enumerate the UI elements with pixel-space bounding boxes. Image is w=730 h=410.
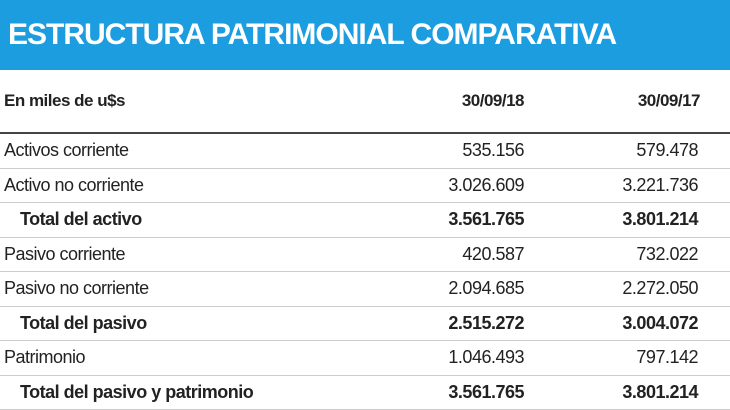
cell-value: 420.587: [400, 237, 530, 272]
row-label: Activos corriente: [0, 133, 400, 169]
cell-value: 3.801.214: [530, 375, 730, 410]
table-row: Patrimonio 1.046.493 797.142: [0, 340, 730, 376]
cell-value: 732.022: [530, 237, 730, 272]
cell-value: 3.026.609: [400, 168, 530, 203]
cell-value: 2.272.050: [530, 271, 730, 307]
column-header: En miles de u$s: [0, 70, 400, 134]
cell-value: 2.094.685: [400, 271, 530, 307]
row-label: Activo no corriente: [0, 168, 400, 203]
cell-value: 1.046.493: [400, 340, 530, 376]
cell-value: 3.561.765: [400, 202, 530, 238]
column-header: 30/09/18: [400, 70, 530, 134]
title-bar: ESTRUCTURA PATRIMONIAL COMPARATIVA: [0, 0, 730, 70]
column-header: 30/09/17: [530, 70, 730, 134]
cell-value: 3.004.072: [530, 306, 730, 341]
table: En miles de u$s 30/09/18 30/09/17 Activo…: [0, 70, 730, 410]
cell-value: 797.142: [530, 340, 730, 376]
title: ESTRUCTURA PATRIMONIAL COMPARATIVA: [8, 18, 617, 51]
header-row: En miles de u$s 30/09/18 30/09/17: [0, 70, 730, 134]
table-row: Total del pasivo 2.515.272 3.004.072: [0, 306, 730, 341]
table-row: Total del activo 3.561.765 3.801.214: [0, 202, 730, 238]
cell-value: 2.515.272: [400, 306, 530, 341]
table-row: Pasivo no corriente 2.094.685 2.272.050: [0, 271, 730, 307]
row-label: Pasivo corriente: [0, 237, 400, 272]
table-row: Activo no corriente 3.026.609 3.221.736: [0, 168, 730, 203]
table-body: Activos corriente 535.156 579.478 Activo no…: [0, 133, 730, 410]
cell-value: 3.561.765: [400, 375, 530, 410]
row-label: Pasivo no corriente: [0, 271, 400, 307]
row-label: Total del activo: [0, 202, 400, 238]
table-row: Pasivo corriente 420.587 732.022: [0, 237, 730, 272]
cell-value: 3.221.736: [530, 168, 730, 203]
cell-value: 579.478: [530, 133, 730, 169]
row-label: Total del pasivo: [0, 306, 400, 341]
row-label: Patrimonio: [0, 340, 400, 376]
table-row: Activos corriente 535.156 579.478: [0, 133, 730, 169]
row-label: Total del pasivo y patrimonio: [0, 375, 400, 410]
table-row: Total del pasivo y patrimonio 3.561.765 3.…: [0, 375, 730, 410]
cell-value: 535.156: [400, 133, 530, 169]
cell-value: 3.801.214: [530, 202, 730, 238]
